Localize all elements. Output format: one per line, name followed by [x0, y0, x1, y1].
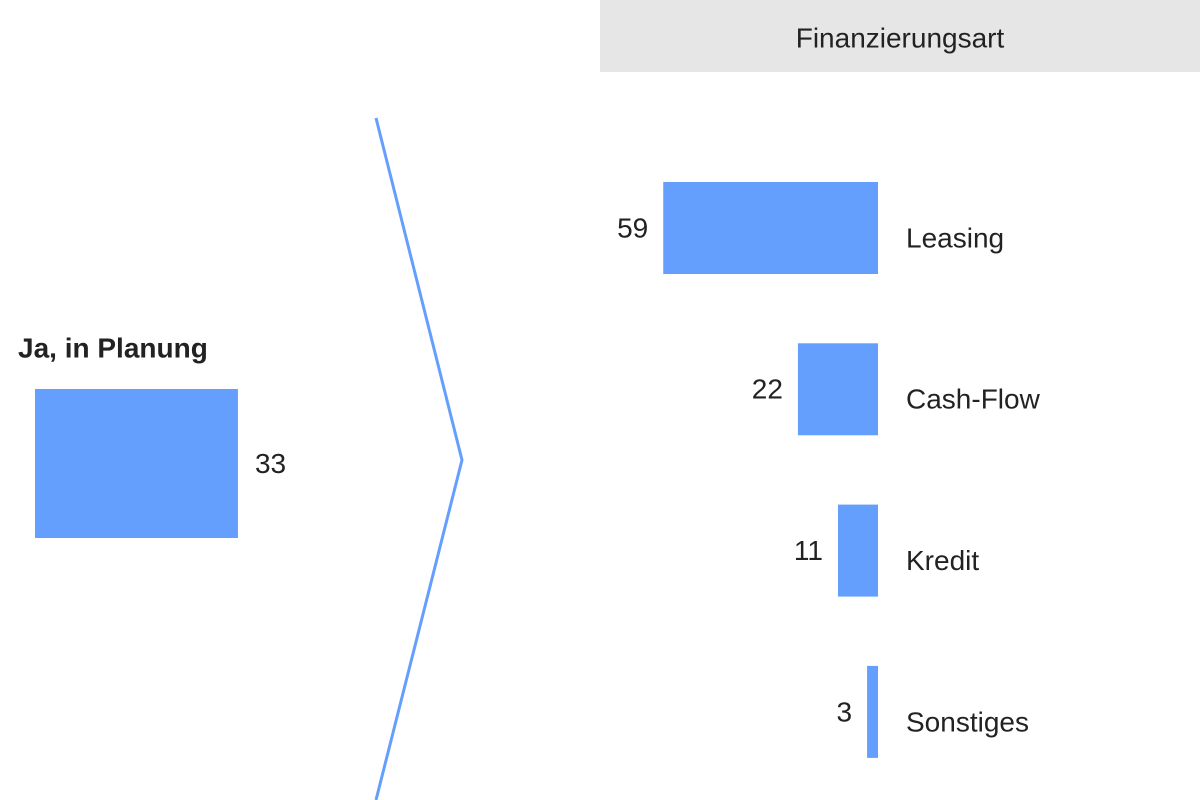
bar: [663, 182, 878, 274]
category-label: Leasing: [906, 222, 1004, 253]
header-band: [600, 0, 1200, 72]
category-label: Kredit: [906, 545, 979, 576]
bracket-arrow: [374, 117, 464, 800]
category-label: Cash-Flow: [906, 384, 1041, 415]
value-label: 11: [794, 535, 823, 566]
category-label: Sonstiges: [906, 706, 1029, 737]
value-label: 22: [752, 374, 783, 405]
category-label: Ja, in Planung: [18, 332, 208, 363]
chart-title: Finanzierungsart: [796, 22, 1005, 53]
bar: [797, 343, 878, 436]
value-label: 3: [837, 696, 853, 727]
value-label: 59: [617, 212, 648, 243]
bar: [867, 665, 878, 758]
bar: [35, 389, 238, 538]
bar: [837, 504, 878, 597]
value-label: 33: [255, 448, 286, 479]
